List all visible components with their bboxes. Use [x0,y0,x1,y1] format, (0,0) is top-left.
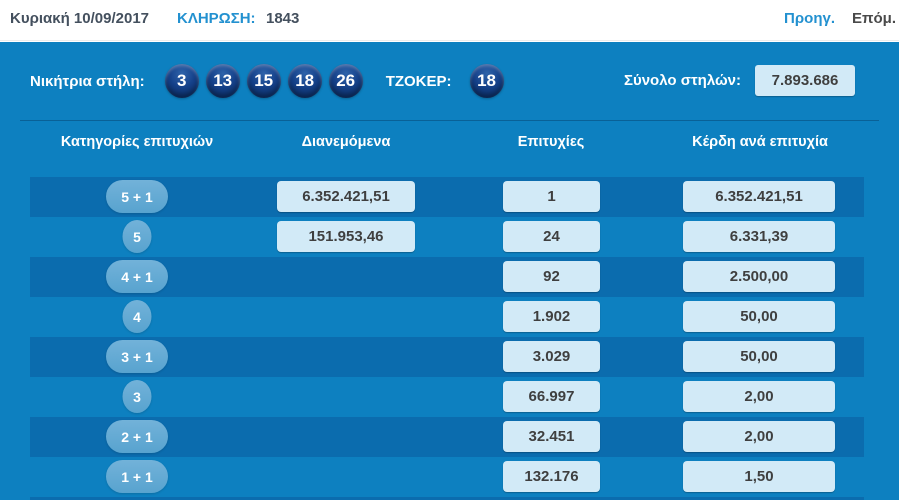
category-badge: 4 [122,300,152,333]
winning-numbers-row: Νικήτρια στήλη: 3 13 15 18 26 ΤΖΟΚΕΡ: 18 [30,63,504,99]
prize-per-winner: 2,00 [683,381,835,412]
winners-count: 92 [503,261,600,292]
table-row-3: 3 66.997 2,00 [30,377,864,417]
winners-count: 66.997 [503,381,600,412]
prize-per-winner: 1,50 [683,461,835,492]
winning-column-label: Νικήτρια στήλη: [30,72,145,90]
total-columns-label: Σύνολο στηλών: [623,72,741,89]
prize-per-winner: 50,00 [683,301,835,332]
previous-draw-link[interactable]: Προηγ. [784,10,835,27]
header-prize-per-win: Κέρδη ανά επιτυχία [692,134,828,150]
winners-count: 24 [503,221,600,252]
winners-count: 1 [503,181,600,212]
distributed-value: 6.352.421,51 [277,181,415,212]
prize-per-winner: 6.331,39 [683,221,835,252]
draw-label: ΚΛΗΡΩΣΗ: [177,10,256,27]
winners-count: 3.029 [503,341,600,372]
category-badge: 3 [122,380,152,413]
category-badge: 2 + 1 [106,420,168,453]
category-badge: 1 + 1 [106,460,168,493]
draw-date: Κυριακή 10/09/2017 [10,10,149,27]
winning-number-ball-5: 26 [328,64,363,98]
joker-label: ΤΖΟΚΕΡ: [385,72,452,90]
winning-number-ball-2: 13 [205,64,240,98]
results-panel: Νικήτρια στήλη: 3 13 15 18 26 ΤΖΟΚΕΡ: 18… [0,42,899,500]
header-categories: Κατηγορίες επιτυχιών [60,134,214,150]
category-badge: 4 + 1 [106,260,168,293]
prize-per-winner: 2,00 [683,421,835,452]
draw-number: 1843 [266,10,300,27]
category-badge: 3 + 1 [106,340,168,373]
next-draw-link[interactable]: Επόμ. [852,10,896,27]
winners-count: 132.176 [503,461,600,492]
table-row-4: 4 1.902 50,00 [30,297,864,337]
section-divider [20,120,879,121]
winners-count: 32.451 [503,421,600,452]
topbar: Κυριακή 10/09/2017 ΚΛΗΡΩΣΗ: 1843 Προηγ. … [0,0,899,41]
category-badge: 5 + 1 [106,180,168,213]
table-row-5plus1: 5 + 1 6.352.421,51 1 6.352.421,51 [30,177,864,217]
table-row-1plus1: 1 + 1 132.176 1,50 [30,457,864,497]
table-row-4plus1: 4 + 1 92 2.500,00 [30,257,864,297]
prize-per-winner: 50,00 [683,341,835,372]
winning-number-ball-4: 18 [287,64,322,98]
prize-per-winner: 6.352.421,51 [683,181,835,212]
winning-number-ball-1: 3 [164,64,199,98]
winners-count: 1.902 [503,301,600,332]
table-header: Κατηγορίες επιτυχιών Διανεμόμενα Επιτυχί… [0,134,899,154]
winning-number-ball-3: 15 [246,64,281,98]
prize-per-winner: 2.500,00 [683,261,835,292]
joker-number-ball: 18 [469,64,504,98]
results-table: 5 + 1 6.352.421,51 1 6.352.421,51 5 151.… [30,177,864,497]
distributed-value: 151.953,46 [277,221,415,252]
header-distributed: Διανεμόμενα [301,134,391,150]
total-columns-group: Σύνολο στηλών: 7.893.686 [624,65,855,96]
category-badge: 5 [122,220,152,253]
table-row-5: 5 151.953,46 24 6.331,39 [30,217,864,257]
total-columns-value: 7.893.686 [755,65,855,96]
table-row-3plus1: 3 + 1 3.029 50,00 [30,337,864,377]
next-row-partial [30,497,864,500]
header-winners: Επιτυχίες [517,134,585,150]
table-row-2plus1: 2 + 1 32.451 2,00 [30,417,864,457]
